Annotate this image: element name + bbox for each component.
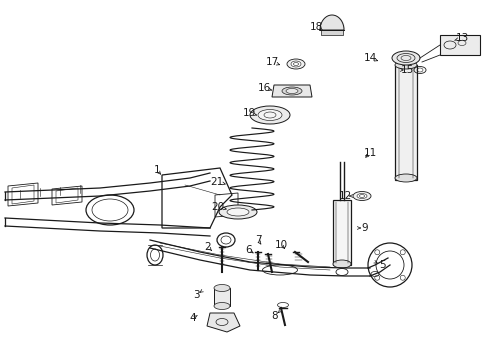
Ellipse shape xyxy=(282,87,302,95)
Text: 2: 2 xyxy=(204,242,211,252)
Bar xyxy=(332,200,350,265)
Ellipse shape xyxy=(394,174,416,182)
Text: 4: 4 xyxy=(189,313,196,323)
Polygon shape xyxy=(271,85,311,97)
Ellipse shape xyxy=(285,89,297,94)
Text: 6: 6 xyxy=(245,245,252,255)
Text: 20: 20 xyxy=(211,202,224,212)
Bar xyxy=(320,30,342,35)
Ellipse shape xyxy=(219,205,257,219)
Ellipse shape xyxy=(258,109,282,121)
Ellipse shape xyxy=(214,284,229,292)
Text: 17: 17 xyxy=(265,57,278,67)
Text: 14: 14 xyxy=(363,53,376,63)
Bar xyxy=(394,65,416,180)
Ellipse shape xyxy=(286,59,305,69)
Ellipse shape xyxy=(356,194,366,198)
Ellipse shape xyxy=(352,192,370,201)
Ellipse shape xyxy=(214,302,229,310)
Ellipse shape xyxy=(391,51,419,65)
Text: 7: 7 xyxy=(254,235,261,245)
FancyBboxPatch shape xyxy=(439,35,479,55)
Text: 21: 21 xyxy=(210,177,223,187)
Text: 9: 9 xyxy=(361,223,367,233)
Polygon shape xyxy=(206,313,240,332)
Text: 16: 16 xyxy=(257,83,270,93)
Text: 8: 8 xyxy=(271,311,278,321)
Text: 15: 15 xyxy=(400,65,413,75)
Text: 5: 5 xyxy=(378,260,385,270)
Ellipse shape xyxy=(394,61,416,69)
Text: 3: 3 xyxy=(192,290,199,300)
Text: 13: 13 xyxy=(454,33,468,43)
Text: 12: 12 xyxy=(338,191,351,201)
Text: 18: 18 xyxy=(309,22,322,32)
Bar xyxy=(214,288,229,306)
Text: 10: 10 xyxy=(274,240,287,250)
Ellipse shape xyxy=(249,106,289,124)
Text: 11: 11 xyxy=(363,148,376,158)
Text: 1: 1 xyxy=(153,165,160,175)
Ellipse shape xyxy=(332,260,350,268)
Ellipse shape xyxy=(290,61,301,67)
Ellipse shape xyxy=(226,208,248,216)
Text: 19: 19 xyxy=(242,108,255,118)
